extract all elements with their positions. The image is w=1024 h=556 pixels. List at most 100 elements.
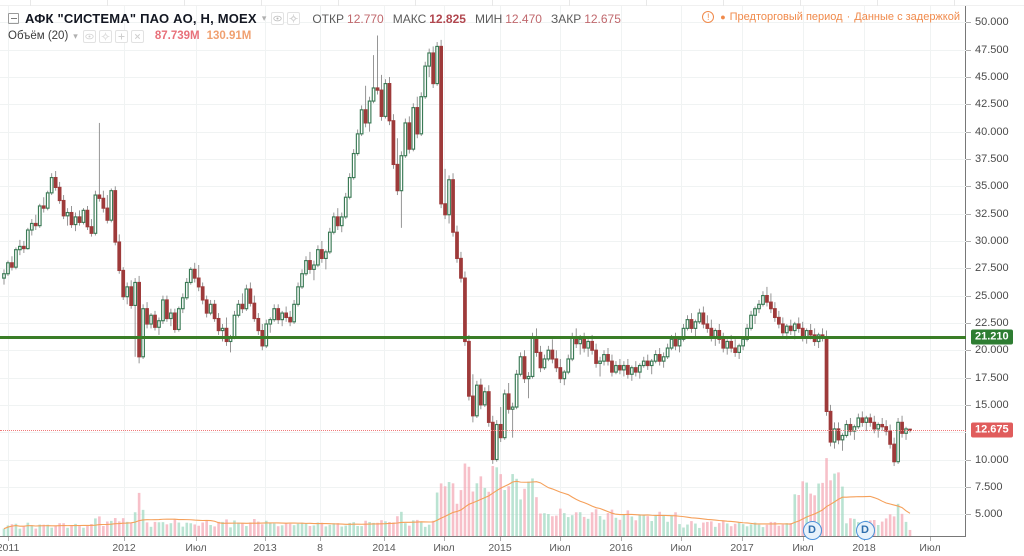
exclamation-circle-icon: ! xyxy=(702,11,715,23)
price-tick xyxy=(966,460,971,461)
volume-indicator-label[interactable]: Объём (20) xyxy=(8,30,69,42)
price-tick-label: 40.000 xyxy=(975,125,1009,138)
time-tick-label: 8 xyxy=(317,542,323,554)
price-badge-line[interactable]: 21.210 xyxy=(971,329,1013,345)
price-tick xyxy=(966,214,971,215)
plus-icon[interactable] xyxy=(114,29,128,43)
candlestick-layer xyxy=(2,35,912,467)
price-tick xyxy=(966,378,971,379)
time-scale[interactable]: 2011 2012 Июл 2013 8 2014 Июл 2015 Июл 2016 Июл 201… xyxy=(0,536,966,556)
price-tick-label: 27.500 xyxy=(975,262,1009,275)
price-tick xyxy=(966,323,971,324)
time-tick xyxy=(265,537,266,541)
price-tick xyxy=(966,268,971,269)
time-tick xyxy=(681,537,682,541)
ohlc-close-value: 12.675 xyxy=(584,11,621,26)
price-scale[interactable]: 50.000 47.500 45.000 42.500 40.000 37.500 35.0… xyxy=(966,6,1024,536)
time-tick-label: 2013 xyxy=(253,542,277,554)
time-tick-label: Июл xyxy=(670,542,692,554)
dividend-marker[interactable]: D xyxy=(855,520,875,540)
chevron-down-icon[interactable]: ▾ xyxy=(261,13,267,23)
time-tick-label: 2018 xyxy=(852,542,876,554)
price-tick-label: 17.500 xyxy=(975,371,1009,384)
price-tick-label: 32.500 xyxy=(975,207,1009,220)
premarket-text: Предторговый период xyxy=(729,11,843,23)
price-tick xyxy=(966,186,971,187)
price-tick-label: 15.000 xyxy=(975,398,1009,411)
time-tick xyxy=(803,537,804,541)
price-tick xyxy=(966,22,971,23)
price-tick xyxy=(966,241,971,242)
strip-tick xyxy=(492,0,493,6)
strip-tick xyxy=(261,0,262,6)
price-tick-label: 42.500 xyxy=(975,98,1009,111)
time-tick-label: Июл xyxy=(549,542,571,554)
price-tick-label: 20.000 xyxy=(975,344,1009,357)
eye-icon[interactable] xyxy=(271,12,285,25)
strip-tick xyxy=(723,0,724,6)
volume-eye-icon[interactable] xyxy=(82,29,96,43)
time-tick-label: 2012 xyxy=(112,542,136,554)
price-tick-label: 50.000 xyxy=(975,16,1009,29)
strip-tick xyxy=(569,0,570,6)
time-tick-label: Июл xyxy=(792,542,814,554)
time-tick-label: 2015 xyxy=(488,542,512,554)
status-dot-icon: ● xyxy=(720,12,726,22)
dividend-marker[interactable]: D xyxy=(802,520,822,540)
strip-tick xyxy=(646,0,647,6)
price-badge-last[interactable]: 12.675 xyxy=(971,422,1013,438)
chart-legend: АФК "СИСТЕМА" ПАО АО, Н, MOEX ▾ ОТКР 12.7… xyxy=(8,10,621,44)
price-tick-label: 45.000 xyxy=(975,71,1009,84)
time-tick xyxy=(320,537,321,541)
price-tick-label: 5.000 xyxy=(975,508,1003,521)
time-tick-label: 2011 xyxy=(0,542,20,554)
price-tick-label: 37.500 xyxy=(975,152,1009,165)
strip-tick xyxy=(184,0,185,6)
strip-tick xyxy=(30,0,31,6)
volume-layer xyxy=(2,458,912,536)
symbol-title[interactable]: АФК "СИСТЕМА" ПАО АО, Н, MOEX xyxy=(25,11,257,26)
volume-value: 87.739M xyxy=(154,30,200,42)
ohlc-low-value: 12.470 xyxy=(505,11,542,26)
close-icon[interactable] xyxy=(130,29,144,43)
minus-box-icon[interactable] xyxy=(8,13,19,24)
price-tick xyxy=(966,350,971,351)
volume-ma-value: 130.91M xyxy=(206,30,252,42)
premarket-notice[interactable]: ! ● Предторговый период · Данные с задер… xyxy=(702,11,960,23)
time-tick xyxy=(742,537,743,541)
ohlc-high: МАКС 12.825 xyxy=(393,12,466,26)
price-tick xyxy=(966,132,971,133)
time-tick xyxy=(124,537,125,541)
price-tick-label: 7.500 xyxy=(975,480,1003,493)
time-tick xyxy=(500,537,501,541)
time-tick xyxy=(8,537,9,541)
strip-tick xyxy=(877,0,878,6)
volume-chevron-down-icon[interactable]: ▾ xyxy=(73,30,78,41)
legend-volume-row: Объём (20) ▾ 87.739M 130.91M xyxy=(8,28,621,44)
time-tick-label: Июл xyxy=(919,542,941,554)
time-tick-label: 2017 xyxy=(730,542,754,554)
price-tick xyxy=(966,50,971,51)
strip-tick xyxy=(107,0,108,6)
price-tick xyxy=(966,104,971,105)
ohlc-close: ЗАКР 12.675 xyxy=(551,12,621,26)
ohlc-low-label: МИН xyxy=(474,11,503,26)
price-tick xyxy=(966,514,971,515)
delayed-data-text: Данные с задержкой xyxy=(854,11,960,23)
price-tick-label: 30.000 xyxy=(975,234,1009,247)
price-tick-label: 22.500 xyxy=(975,316,1009,329)
price-line-green[interactable] xyxy=(0,335,966,339)
time-tick xyxy=(444,537,445,541)
price-tick-label: 35.000 xyxy=(975,180,1009,193)
time-tick xyxy=(384,537,385,541)
gear-icon[interactable] xyxy=(287,12,301,25)
ohlc-high-label: МАКС xyxy=(392,11,427,26)
price-line-last[interactable] xyxy=(0,430,966,432)
ohlc-open: ОТКР 12.770 xyxy=(312,12,383,26)
strip-tick xyxy=(415,0,416,6)
grid-layer xyxy=(0,6,966,536)
time-tick xyxy=(621,537,622,541)
volume-gear-icon[interactable] xyxy=(98,29,112,43)
